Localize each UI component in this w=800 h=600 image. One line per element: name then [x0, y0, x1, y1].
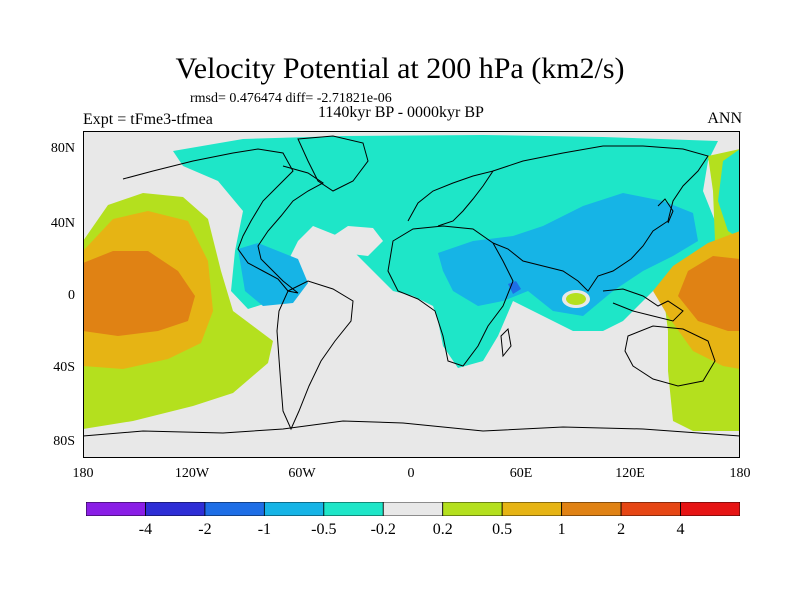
lon-tick-label: 60E — [509, 466, 533, 481]
colorbar-swatch — [263, 502, 325, 516]
coastline-antarctica — [83, 420, 740, 437]
colorbar — [86, 502, 740, 516]
coastline-australia — [624, 325, 716, 387]
lon-tick-label: 120W — [174, 466, 210, 481]
coastline-maritime-continent — [602, 288, 684, 322]
contour-positive-1 — [678, 256, 740, 331]
lat-tick-label: 0 — [68, 288, 75, 303]
colorbar-label: -4 — [138, 521, 153, 538]
colorbar-swatch — [680, 502, 740, 516]
colorbar-swatch — [382, 502, 444, 516]
colorbar-label: 2 — [617, 521, 626, 538]
colorbar-label: -2 — [198, 521, 212, 538]
colorbar-swatch — [323, 502, 384, 516]
plot-title: Velocity Potential at 200 hPa (km2/s) — [175, 52, 625, 85]
colorbar-swatch — [620, 502, 681, 516]
period-text: 1140kyr BP - 0000kyr BP — [318, 104, 484, 121]
colorbar-label: 0.2 — [432, 521, 453, 538]
stats-text: rmsd= 0.476474 diff= -2.71821e-06 — [190, 91, 392, 106]
coastline-madagascar — [500, 327, 512, 358]
map-frame — [83, 131, 740, 458]
colorbar-swatch — [501, 502, 563, 516]
colorbar-swatch — [145, 502, 206, 516]
colorbar-label: 0.5 — [492, 521, 513, 538]
season-label: ANN — [707, 110, 742, 127]
colorbar-label: -1 — [257, 521, 272, 538]
contour-positive-1 — [83, 251, 195, 336]
colorbar-label: -0.5 — [311, 521, 337, 538]
coastline-japan — [657, 198, 674, 224]
coastline-asia — [492, 145, 709, 292]
coastlines — [83, 135, 740, 437]
lon-tick-label: 0 — [407, 466, 415, 481]
contour-positive-blob — [566, 293, 586, 305]
coastline-greenland — [297, 135, 369, 192]
colorbar-swatch — [86, 502, 146, 516]
lon-tick-label: 120E — [615, 466, 645, 481]
map-plot — [83, 131, 740, 458]
lat-tick-label: 40S — [53, 360, 75, 375]
colorbar-swatch — [561, 502, 622, 516]
coastline-north-america — [122, 148, 324, 294]
lat-tick-label: 80S — [53, 434, 75, 449]
contour-negative-02 — [718, 149, 740, 239]
colorbar-label: 4 — [676, 521, 685, 538]
colorbar-label: 1 — [557, 521, 566, 538]
lat-tick-label: 40N — [50, 216, 75, 231]
colorbar-swatch — [204, 502, 265, 516]
lon-tick-label: 180 — [729, 466, 751, 481]
colorbar-swatch — [442, 502, 503, 516]
lon-tick-label: 60W — [288, 466, 316, 481]
contour-hole — [333, 226, 383, 256]
experiment-label: Expt = tFme3-tfmea — [83, 111, 213, 128]
lon-tick-label: 180 — [72, 466, 94, 481]
colorbar-label: -0.2 — [370, 521, 396, 538]
lat-tick-label: 80N — [50, 141, 75, 156]
contour-negative-05 — [438, 193, 698, 316]
coastline-africa — [387, 225, 514, 367]
coastline-south-america — [276, 280, 354, 431]
